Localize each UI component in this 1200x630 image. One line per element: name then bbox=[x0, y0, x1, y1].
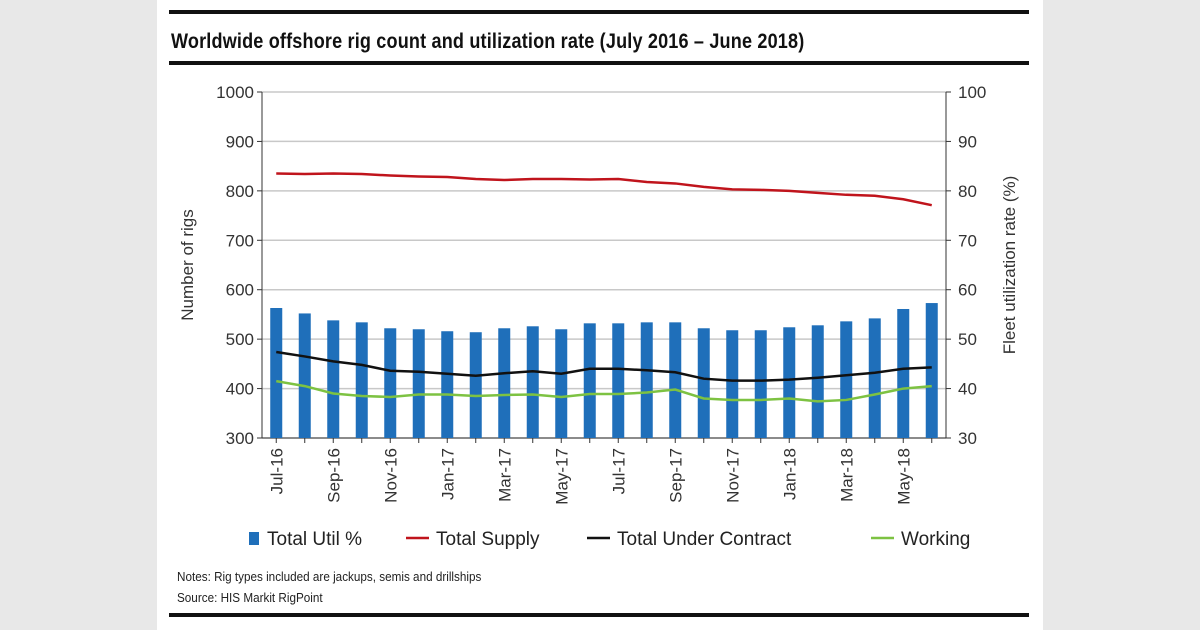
line-working bbox=[276, 379, 932, 403]
bar-util bbox=[355, 322, 368, 438]
bar-util bbox=[327, 320, 340, 438]
bar-util bbox=[583, 323, 596, 438]
bar-util bbox=[783, 327, 796, 438]
legend-label: Working bbox=[901, 529, 970, 550]
x-tick-label: Sep-17 bbox=[666, 448, 685, 503]
bottom-rule bbox=[169, 613, 1029, 617]
x-tick-label: Mar-17 bbox=[495, 448, 514, 502]
y2-tick-label: 50 bbox=[958, 330, 977, 349]
bar-util bbox=[868, 318, 881, 438]
line-total-supply bbox=[276, 172, 933, 207]
bar-util bbox=[270, 308, 283, 438]
y-tick-label: 400 bbox=[226, 380, 254, 399]
y-tick-label: 300 bbox=[226, 429, 254, 448]
legend-label: Total Supply bbox=[436, 529, 540, 550]
y2-tick-label: 80 bbox=[958, 182, 977, 201]
bar-util bbox=[754, 330, 767, 438]
bar-util bbox=[441, 331, 454, 438]
x-tick-label: Jul-16 bbox=[267, 448, 286, 494]
legend-swatch bbox=[249, 532, 259, 545]
legend-label: Total Util % bbox=[267, 529, 362, 550]
y-tick-label: 900 bbox=[226, 132, 254, 151]
x-tick-label: Nov-17 bbox=[723, 448, 742, 503]
x-tick-label: Nov-16 bbox=[381, 448, 400, 503]
bar-util bbox=[697, 328, 710, 438]
y-tick-label: 700 bbox=[226, 231, 254, 250]
legend-label: Total Under Contract bbox=[617, 529, 792, 550]
line-total-under-contract bbox=[276, 350, 932, 382]
bar-util bbox=[412, 329, 425, 438]
x-tick-label: Jan-18 bbox=[780, 448, 799, 500]
bar-util bbox=[498, 328, 511, 438]
x-tick-label: May-17 bbox=[552, 448, 571, 505]
y-tick-label: 1000 bbox=[216, 83, 254, 102]
y2-tick-label: 60 bbox=[958, 281, 977, 300]
y-axis-label: Number of rigs bbox=[178, 209, 197, 320]
top-rule bbox=[169, 10, 1029, 14]
source-text: Source: HIS Markit RigPoint bbox=[177, 590, 323, 605]
y2-tick-label: 30 bbox=[958, 429, 977, 448]
x-tick-label: Jan-17 bbox=[438, 448, 457, 500]
bar-util bbox=[640, 322, 653, 438]
notes-text: Notes: Rig types included are jackups, s… bbox=[177, 569, 482, 584]
bar-util bbox=[612, 323, 625, 438]
x-tick-label: Sep-16 bbox=[324, 448, 343, 503]
y2-tick-label: 100 bbox=[958, 83, 986, 102]
chart-card: Worldwide offshore rig count and utiliza… bbox=[157, 0, 1043, 630]
bar-util bbox=[726, 330, 739, 438]
x-tick-label: Jul-17 bbox=[609, 448, 628, 494]
bar-util bbox=[384, 328, 397, 438]
y2-tick-label: 90 bbox=[958, 132, 977, 151]
chart-svg: 300 400 500 600 700 800 900 1000 30 40 50 60 70 80 90 1… bbox=[178, 83, 1019, 550]
bar-util bbox=[897, 308, 910, 438]
bar-util bbox=[298, 313, 311, 438]
y2-tick-label: 40 bbox=[958, 380, 977, 399]
bar-util bbox=[840, 321, 853, 438]
x-tick-label: May-18 bbox=[894, 448, 913, 505]
y-tick-label: 500 bbox=[226, 330, 254, 349]
bar-util bbox=[555, 329, 568, 438]
x-tick-label: Mar-18 bbox=[837, 448, 856, 502]
title-rule bbox=[169, 61, 1029, 65]
bar-util bbox=[669, 322, 682, 438]
bar-util bbox=[925, 303, 938, 438]
y2-tick-label: 70 bbox=[958, 231, 977, 250]
y-tick-label: 600 bbox=[226, 281, 254, 300]
bar-util bbox=[811, 325, 824, 438]
chart-title: Worldwide offshore rig count and utiliza… bbox=[171, 30, 805, 53]
bar-util bbox=[469, 332, 482, 438]
y-tick-label: 800 bbox=[226, 182, 254, 201]
y2-axis-label: Fleet utilization rate (%) bbox=[1000, 176, 1019, 355]
bar-util bbox=[526, 326, 539, 438]
